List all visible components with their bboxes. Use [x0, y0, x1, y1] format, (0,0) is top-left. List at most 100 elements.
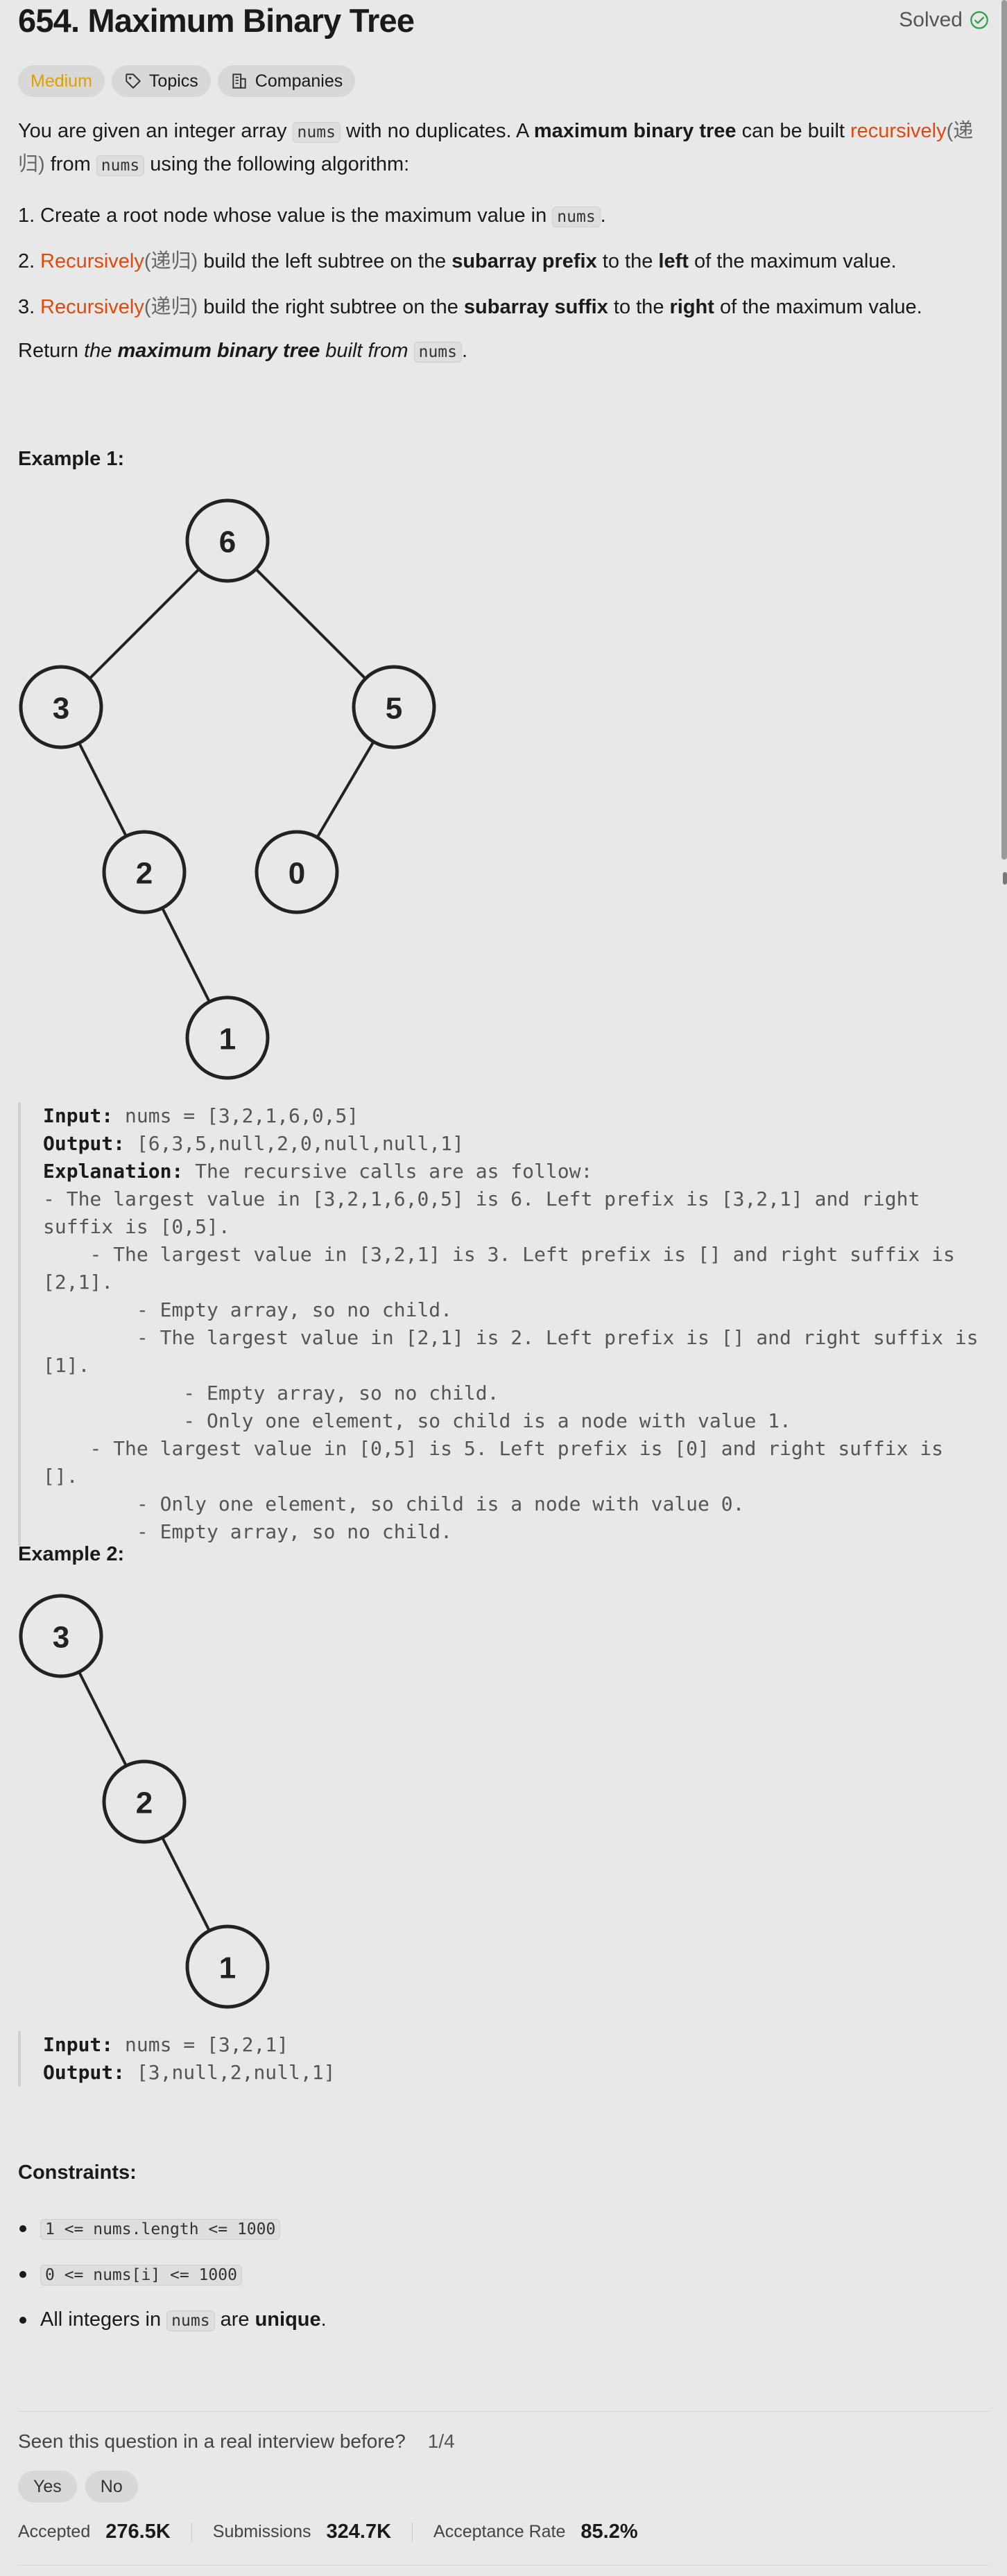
tag-icon — [126, 73, 141, 89]
node-label: 5 — [386, 692, 402, 726]
tree-node — [19, 665, 103, 749]
tree-node — [102, 830, 187, 914]
desc-text: from — [44, 153, 96, 175]
recursively-link[interactable]: recursively — [850, 120, 947, 142]
return-text: Return — [18, 340, 85, 362]
output-label: Output: — [43, 2061, 126, 2084]
stats-row: Accepted 276.5K Submissions 324.7K Accep… — [18, 2521, 638, 2543]
example-2-tree-diagram: 3 2 1 — [19, 1594, 270, 2009]
recursively-link[interactable]: Recursively — [40, 250, 144, 272]
companies-label: Companies — [255, 71, 343, 91]
inline-code: nums — [292, 122, 341, 143]
scrollbar[interactable] — [1001, 0, 1007, 860]
step-item: 3. Recursively(递归) build the right subtre… — [18, 287, 989, 333]
constraints-heading: Constraints: — [18, 2161, 137, 2184]
tree-node — [352, 665, 436, 749]
step-text: to the — [596, 250, 659, 272]
step-item: 1. Create a root node whose value is the … — [18, 195, 989, 241]
topics-button[interactable]: Topics — [111, 65, 211, 97]
acceptance-rate-value: 85.2% — [580, 2521, 638, 2543]
example-1-heading: Example 1: — [18, 448, 125, 470]
feedback-buttons: Yes No — [18, 2471, 138, 2503]
recursively-link[interactable]: Recursively — [40, 296, 144, 318]
inline-code: nums — [552, 207, 601, 227]
step-item: 2. Recursively(递归) build the left subtree… — [18, 241, 989, 287]
return-text: . — [461, 340, 468, 362]
step-text: to the — [608, 296, 670, 318]
tree-node — [185, 995, 270, 1080]
constraint-text: All integers in — [40, 2308, 167, 2331]
inline-code: nums — [413, 342, 462, 363]
input-label: Input: — [43, 2033, 114, 2056]
no-button[interactable]: No — [85, 2471, 138, 2503]
tree-node — [185, 498, 270, 583]
explanation-text: The recursive calls are as follow: - The… — [43, 1160, 979, 1543]
divider — [18, 2411, 989, 2412]
step-text: of the maximum value. — [688, 250, 897, 272]
solved-label: Solved — [899, 8, 963, 31]
tree-node — [255, 830, 339, 914]
chinese-hint: (递归) — [144, 250, 198, 272]
problem-title: 654. Maximum Binary Tree — [18, 2, 415, 39]
interview-question: Seen this question in a real interview b… — [18, 2430, 455, 2453]
title-row: 654. Maximum Binary Tree Solved — [18, 0, 989, 44]
input-value: nums = [3,2,1,6,0,5] — [113, 1104, 359, 1127]
node-label: 1 — [219, 1951, 236, 1985]
companies-button[interactable]: Companies — [217, 65, 356, 97]
desc-bold: maximum binary tree — [533, 120, 737, 142]
constraint-item: All integers in nums are unique. — [18, 2300, 989, 2346]
example-1-block: Input: nums = [3,2,1,6,0,5] Output: [6,3… — [18, 1102, 982, 1546]
node-label: 2 — [136, 1786, 153, 1820]
step-text: Create a root node whose value is the ma… — [40, 204, 553, 227]
stats-separator — [412, 2522, 413, 2542]
output-label: Output: — [43, 1132, 126, 1155]
accepted-label: Accepted — [18, 2522, 91, 2541]
node-label: 1 — [219, 1022, 236, 1056]
example-1-tree-diagram: 6 3 5 2 0 1 — [19, 498, 436, 1080]
submissions-label: Submissions — [212, 2522, 311, 2541]
acceptance-rate-label: Acceptance Rate — [433, 2522, 566, 2541]
tag-row: Medium Topics Companies — [18, 65, 356, 97]
return-italic: built from — [320, 340, 414, 362]
output-value: [3,null,2,null,1] — [125, 2061, 336, 2084]
input-label: Input: — [43, 1104, 114, 1127]
constraint-item: 1 <= nums.length <= 1000 — [18, 2209, 989, 2254]
step-number: 2. — [18, 250, 35, 272]
page-indicator: 1/4 — [427, 2430, 455, 2452]
inline-code: nums — [96, 155, 145, 176]
step-bold: subarray suffix — [463, 296, 608, 318]
tree-node — [185, 1924, 270, 2009]
solved-status: Solved — [899, 8, 989, 32]
difficulty-badge[interactable]: Medium — [18, 65, 105, 97]
divider — [18, 2565, 989, 2566]
input-value: nums = [3,2,1] — [113, 2033, 289, 2056]
chinese-hint: (递归) — [144, 296, 198, 318]
node-label: 3 — [53, 1621, 69, 1655]
desc-text: can be built — [736, 120, 851, 142]
constraint-code: 1 <= nums.length <= 1000 — [40, 2219, 281, 2240]
check-circle-icon — [970, 11, 988, 29]
return-italic: the — [84, 340, 118, 362]
return-bold: maximum binary tree — [117, 340, 320, 362]
node-label: 3 — [53, 692, 69, 726]
description-paragraph: You are given an integer array nums with… — [18, 115, 982, 182]
constraint-code: nums — [166, 2310, 215, 2331]
step-text: build the right subtree on the — [198, 296, 464, 318]
example-2-heading: Example 2: — [18, 1543, 125, 1565]
desc-text: with no duplicates. A — [340, 120, 534, 142]
step-number: 3. — [18, 296, 35, 318]
node-label: 2 — [136, 857, 153, 891]
node-label: 0 — [289, 857, 305, 891]
step-bold: left — [658, 250, 689, 272]
building-icon — [232, 73, 246, 89]
yes-button[interactable]: Yes — [18, 2471, 77, 2503]
step-number: 1. — [18, 204, 35, 227]
desc-text: You are given an integer array — [18, 120, 293, 142]
scrollbar-handle[interactable] — [1003, 872, 1007, 885]
example-2-block: Input: nums = [3,2,1] Output: [3,null,2,… — [18, 2031, 982, 2087]
step-text: build the left subtree on the — [198, 250, 452, 272]
constraints-list: 1 <= nums.length <= 1000 0 <= nums[i] <=… — [18, 2209, 989, 2346]
constraint-code: 0 <= nums[i] <= 1000 — [40, 2265, 242, 2286]
tree-node — [102, 1759, 187, 1844]
